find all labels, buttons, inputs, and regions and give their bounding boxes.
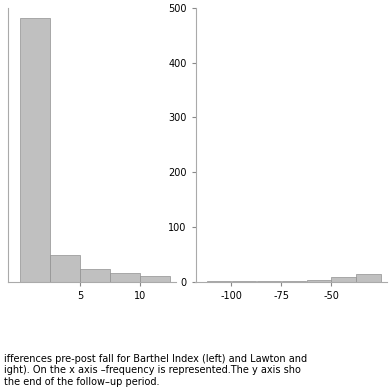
Bar: [20, 18, 50, 282]
Bar: [110, 273, 140, 282]
Bar: [80, 269, 109, 282]
Bar: [140, 276, 170, 282]
Text: ifferences pre-post fall for Barthel Index (left) and Lawton and
ight). On the x: ifferences pre-post fall for Barthel Ind…: [4, 354, 307, 387]
Bar: [357, 274, 381, 282]
Bar: [307, 280, 331, 282]
Bar: [207, 281, 231, 282]
Bar: [256, 281, 281, 282]
Bar: [332, 277, 356, 282]
Bar: [50, 255, 80, 282]
Bar: [232, 281, 256, 282]
Bar: [282, 281, 306, 282]
